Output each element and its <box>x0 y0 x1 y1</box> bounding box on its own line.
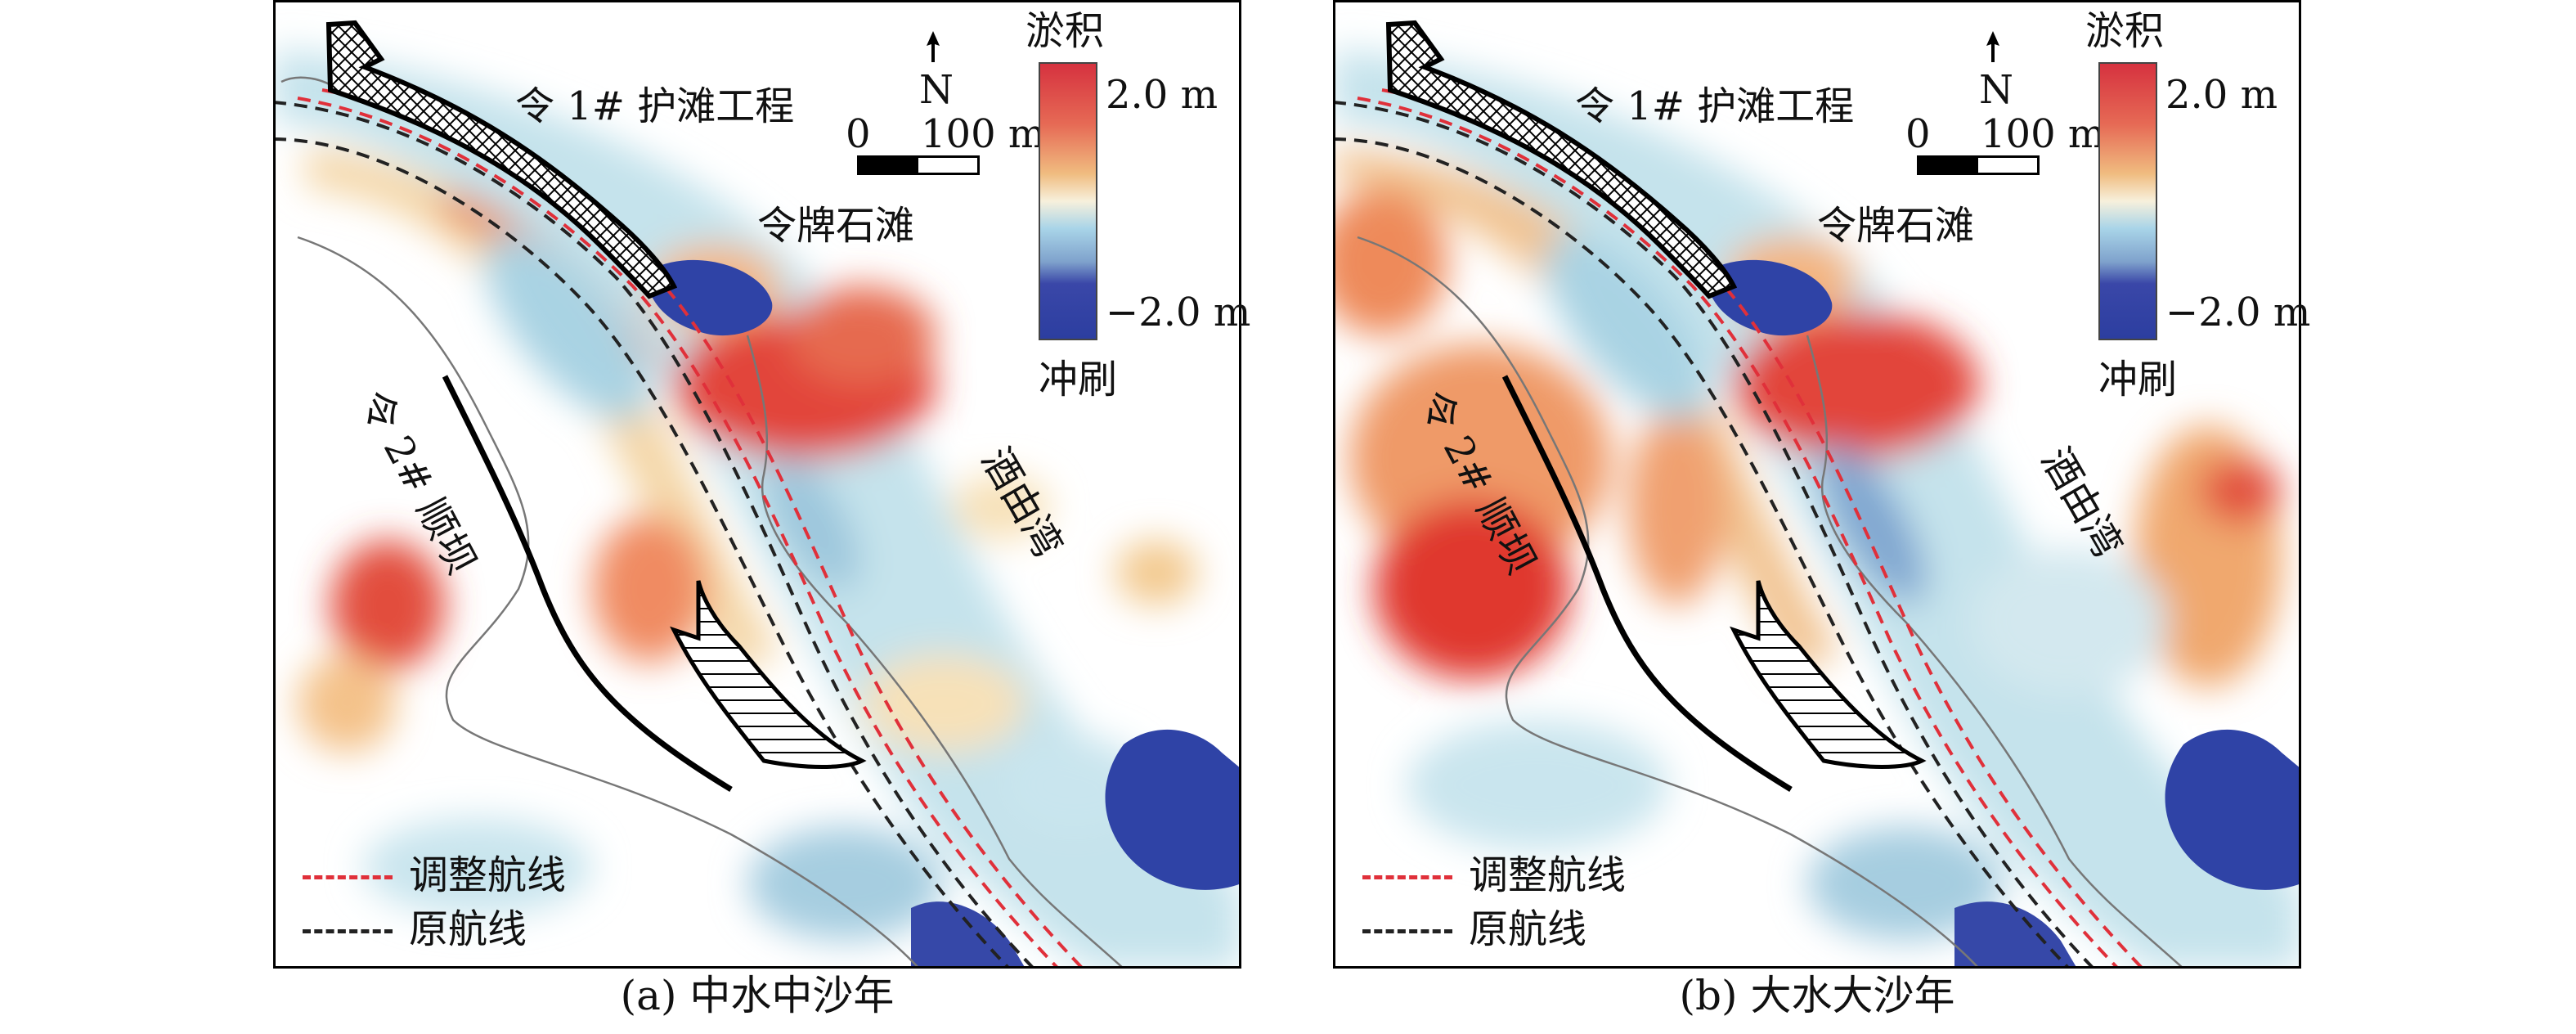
north-arrow-icon <box>1986 31 1999 62</box>
legend-original-label: 原航线 <box>409 906 527 952</box>
colorbar-min: −2.0 m <box>1106 290 1251 335</box>
colorbar <box>1039 62 1097 340</box>
spur-dam-2 <box>1501 375 1793 792</box>
caption-b: (b) 大水大沙年 <box>1679 972 1955 1019</box>
north-label: N <box>919 67 954 113</box>
adjusted-route-line <box>297 97 1060 969</box>
legend-adjusted-swatch <box>1362 875 1452 879</box>
scale-zero: 0 <box>1905 111 1931 157</box>
label-dam-1: 令 1# 护滩工程 <box>1575 83 1855 129</box>
legend-original-label: 原航线 <box>1469 906 1587 952</box>
scale-bar <box>857 155 980 175</box>
legend-original-swatch <box>1362 929 1452 933</box>
colorbar-bottom-label: 冲刷 <box>2098 357 2178 402</box>
scale-length: 100 m <box>1981 111 2106 157</box>
scale-length: 100 m <box>921 111 1046 157</box>
map-panel-a: 令 1# 护滩工程 令牌石滩 令 2# 顺坝 酒由湾 N 0 100 m 淤积 … <box>273 0 1250 1034</box>
revetment-dam-1 <box>325 20 678 299</box>
colorbar-max: 2.0 m <box>2165 72 2278 118</box>
groyne-hatch <box>670 580 867 769</box>
colorbar-max: 2.0 m <box>1106 72 1218 118</box>
colorbar-bottom-label: 冲刷 <box>1039 357 1118 402</box>
label-beach: 令牌石滩 <box>757 203 915 249</box>
legend-adjusted-label: 调整航线 <box>409 852 567 898</box>
scale-zero: 0 <box>846 111 871 157</box>
color-field <box>1333 49 2301 969</box>
label-dam-1: 令 1# 护滩工程 <box>515 83 795 129</box>
north-arrow-icon <box>927 31 940 62</box>
legend-original-swatch <box>303 929 393 933</box>
colorbar-top-label: 淤积 <box>2085 8 2165 54</box>
legend-adjusted-swatch <box>303 875 393 879</box>
groyne-hatch <box>1730 580 1927 769</box>
scour-hole <box>648 259 773 336</box>
original-route-line <box>273 137 1011 969</box>
colorbar-min: −2.0 m <box>2165 290 2311 335</box>
legend-adjusted-label: 调整航线 <box>1469 852 1627 898</box>
north-label: N <box>1979 67 2013 113</box>
label-beach: 令牌石滩 <box>1817 203 1975 249</box>
colorbar-top-label: 淤积 <box>1025 8 1105 54</box>
revetment-dam-1 <box>1385 20 1738 299</box>
map-panel-b: 令 1# 护滩工程 令牌石滩 令 2# 顺坝 酒由湾 N 0 100 m 淤积 … <box>1333 0 2310 1034</box>
caption-a: (a) 中水中沙年 <box>620 972 895 1019</box>
scale-bar <box>1917 155 2040 175</box>
spur-dam-2 <box>442 375 733 792</box>
colorbar <box>2098 62 2157 340</box>
